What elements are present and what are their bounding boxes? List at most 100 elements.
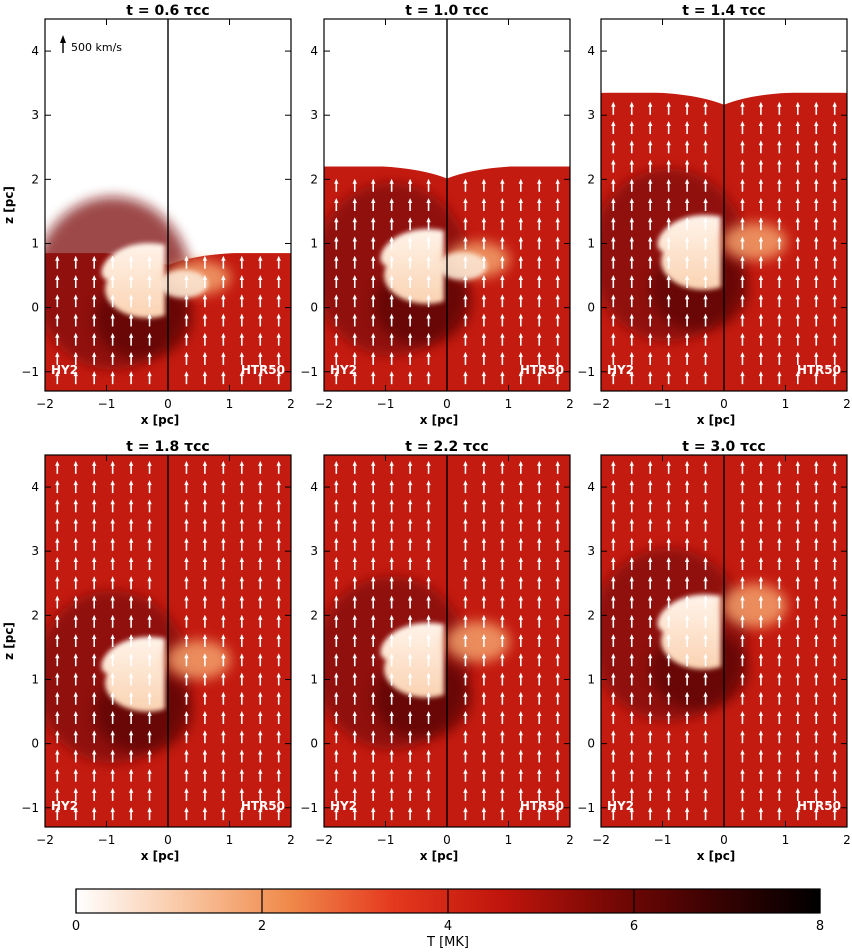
x-tick-label: 2 [287,833,295,847]
velocity-arrow-head [128,332,134,338]
velocity-arrow-head [463,787,468,793]
velocity-arrow-head [832,294,837,300]
velocity-arrow-head [758,672,764,678]
velocity-arrow-head [407,614,413,620]
velocity-arrow-head [537,614,542,620]
velocity-arrow-head [407,537,413,543]
velocity-arrow-head [518,672,523,678]
velocity-arrow-head [537,691,542,697]
velocity-arrow-head [147,576,152,582]
velocity-arrow-head [239,460,244,466]
velocity-arrow-head [110,274,115,280]
velocity-arrow-head [389,217,394,223]
velocity-arrow-head [221,294,226,300]
velocity-arrow-head [202,480,208,486]
velocity-arrow-head [73,332,78,338]
hy2-cloud [657,214,721,290]
velocity-arrow-head [352,595,357,601]
velocity-arrow-head [463,480,468,486]
velocity-arrow-head [740,653,745,659]
velocity-arrow-head [684,653,690,659]
velocity-arrow-head [611,653,616,659]
velocity-arrow-head [202,614,208,620]
velocity-key-label: 500 km/s [71,41,122,54]
velocity-arrow-head [463,178,468,184]
y-tick-label: 2 [587,608,595,622]
velocity-arrow-head [832,140,837,146]
velocity-arrow-head [276,595,281,601]
y-tick-label: −1 [300,801,318,815]
velocity-arrow-head [202,313,208,319]
velocity-arrow-head [703,371,708,377]
velocity-arrow-head [795,672,800,678]
velocity-arrow-head [795,313,800,319]
velocity-arrow-head [407,460,413,466]
velocity-arrow-head [184,480,189,486]
velocity-arrow-head [758,332,764,338]
velocity-arrow-head [500,807,505,813]
velocity-arrow-head [611,236,616,242]
velocity-arrow-head [648,294,653,300]
velocity-arrow-head [92,595,97,601]
velocity-arrow-head [629,255,634,261]
velocity-arrow-head [276,691,281,697]
velocity-arrow-head [407,518,413,524]
velocity-arrow-head [221,807,226,813]
velocity-arrow-head [147,749,152,755]
left-run-label: HY2 [51,363,78,377]
velocity-arrow-head [537,576,542,582]
velocity-arrow-head [389,653,394,659]
velocity-arrow-head [740,351,745,357]
velocity-arrow-head [426,313,431,319]
velocity-arrow-head [758,807,764,813]
x-tick-label: 2 [843,833,851,847]
velocity-arrow-head [648,371,653,377]
velocity-arrow-head [555,807,560,813]
velocity-arrow-head [777,653,782,659]
velocity-arrow-head [648,807,653,813]
velocity-arrow-head [814,121,819,127]
velocity-arrow-head [795,217,800,223]
velocity-arrow-head [500,557,505,563]
velocity-arrow-head [184,787,189,793]
velocity-arrow-head [110,749,115,755]
velocity-arrow-head [426,691,431,697]
velocity-arrow-head [221,313,226,319]
velocity-arrow-head [426,294,431,300]
velocity-arrow-head [629,768,634,774]
velocity-arrow-head [73,274,78,280]
x-tick-label: −2 [592,397,610,411]
velocity-arrow-head [426,274,431,280]
velocity-arrow-head [426,178,431,184]
velocity-arrow-head [334,614,339,620]
velocity-arrow-head [334,537,339,543]
velocity-arrow-head [352,672,357,678]
velocity-arrow-head [777,499,782,505]
velocity-arrow-head [239,691,244,697]
velocity-arrow-head [239,332,244,338]
velocity-arrow-head [389,710,394,716]
velocity-arrow-head [110,371,115,377]
velocity-arrow-head [371,178,376,184]
velocity-arrow-head [814,499,819,505]
velocity-arrow-head [334,518,339,524]
velocity-arrow-head [407,710,413,716]
velocity-arrow-head [814,730,819,736]
velocity-arrow-head [684,351,690,357]
velocity-arrow-head [648,351,653,357]
velocity-arrow-head [795,576,800,582]
y-axis-label: z [pc] [2,622,16,660]
velocity-arrow-head [814,460,819,466]
y-tick-label: −1 [577,365,595,379]
velocity-arrow-head [258,557,263,563]
velocity-arrow-head [184,595,189,601]
velocity-arrow-head [629,198,634,203]
velocity-arrow-head [832,557,837,563]
velocity-arrow-head [258,787,263,793]
velocity-arrow-head [740,691,745,697]
velocity-arrow-head [740,140,745,146]
velocity-arrow-head [110,634,115,639]
velocity-arrow-head [407,217,413,223]
velocity-arrow-head [684,634,690,639]
velocity-arrow-head [334,255,339,261]
